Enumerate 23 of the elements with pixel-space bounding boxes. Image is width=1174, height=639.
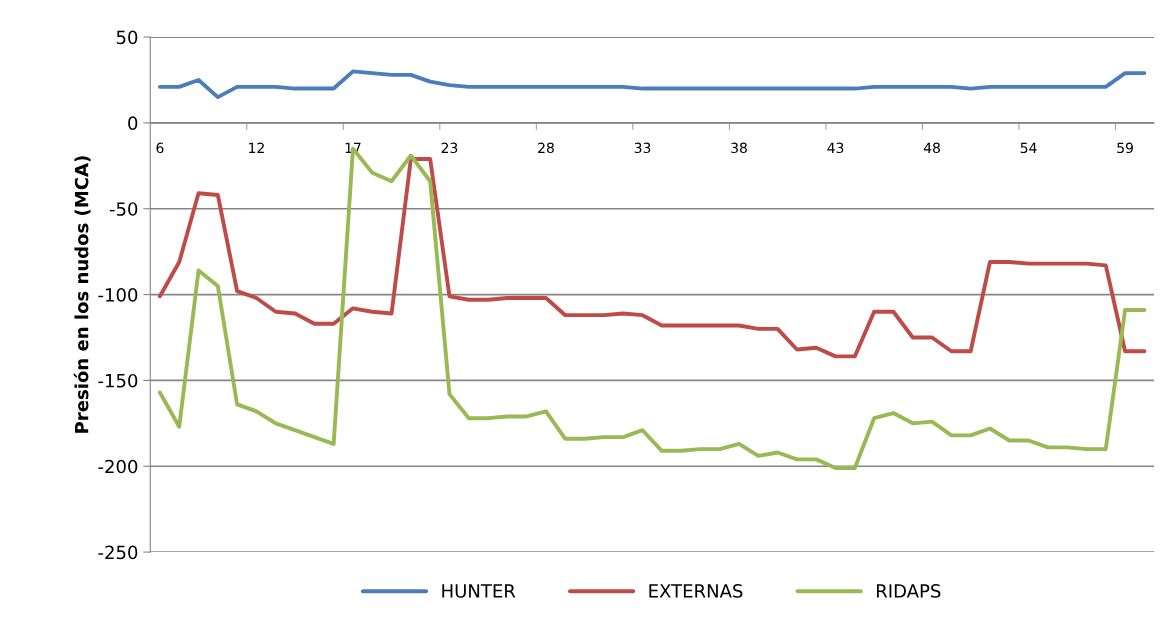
y-tick-label: 0 (128, 116, 138, 131)
x-tick-label: 12 (249, 142, 264, 153)
y-tick-label: -100 (98, 288, 138, 302)
y-tick-label: 50 (116, 30, 138, 45)
y-tick-label: -150 (98, 373, 138, 388)
y-tick-label: -50 (109, 202, 138, 216)
legend-label: EXTERNAS (649, 584, 743, 598)
x-tick-label: 23 (441, 142, 458, 154)
x-tick-label: 33 (634, 142, 651, 154)
x-tick-label: 38 (731, 142, 747, 154)
x-tick-label: 43 (827, 142, 844, 154)
line-series (157, 69, 1147, 100)
x-tick-label: 54 (1020, 142, 1037, 154)
x-tick-label: 6 (156, 142, 164, 154)
x-tick-label: 28 (538, 142, 554, 154)
y-tick-label: -200 (98, 459, 138, 474)
legend-label: RIDAPS (877, 584, 941, 598)
x-tick-label: 59 (1117, 142, 1133, 154)
y-axis-title: Presión en los nudos (MCA) (73, 156, 91, 433)
line-series (157, 157, 1147, 359)
y-tick-label: -250 (98, 545, 138, 560)
legend-label: HUNTER (442, 584, 516, 598)
x-tick-label: 48 (923, 142, 940, 154)
